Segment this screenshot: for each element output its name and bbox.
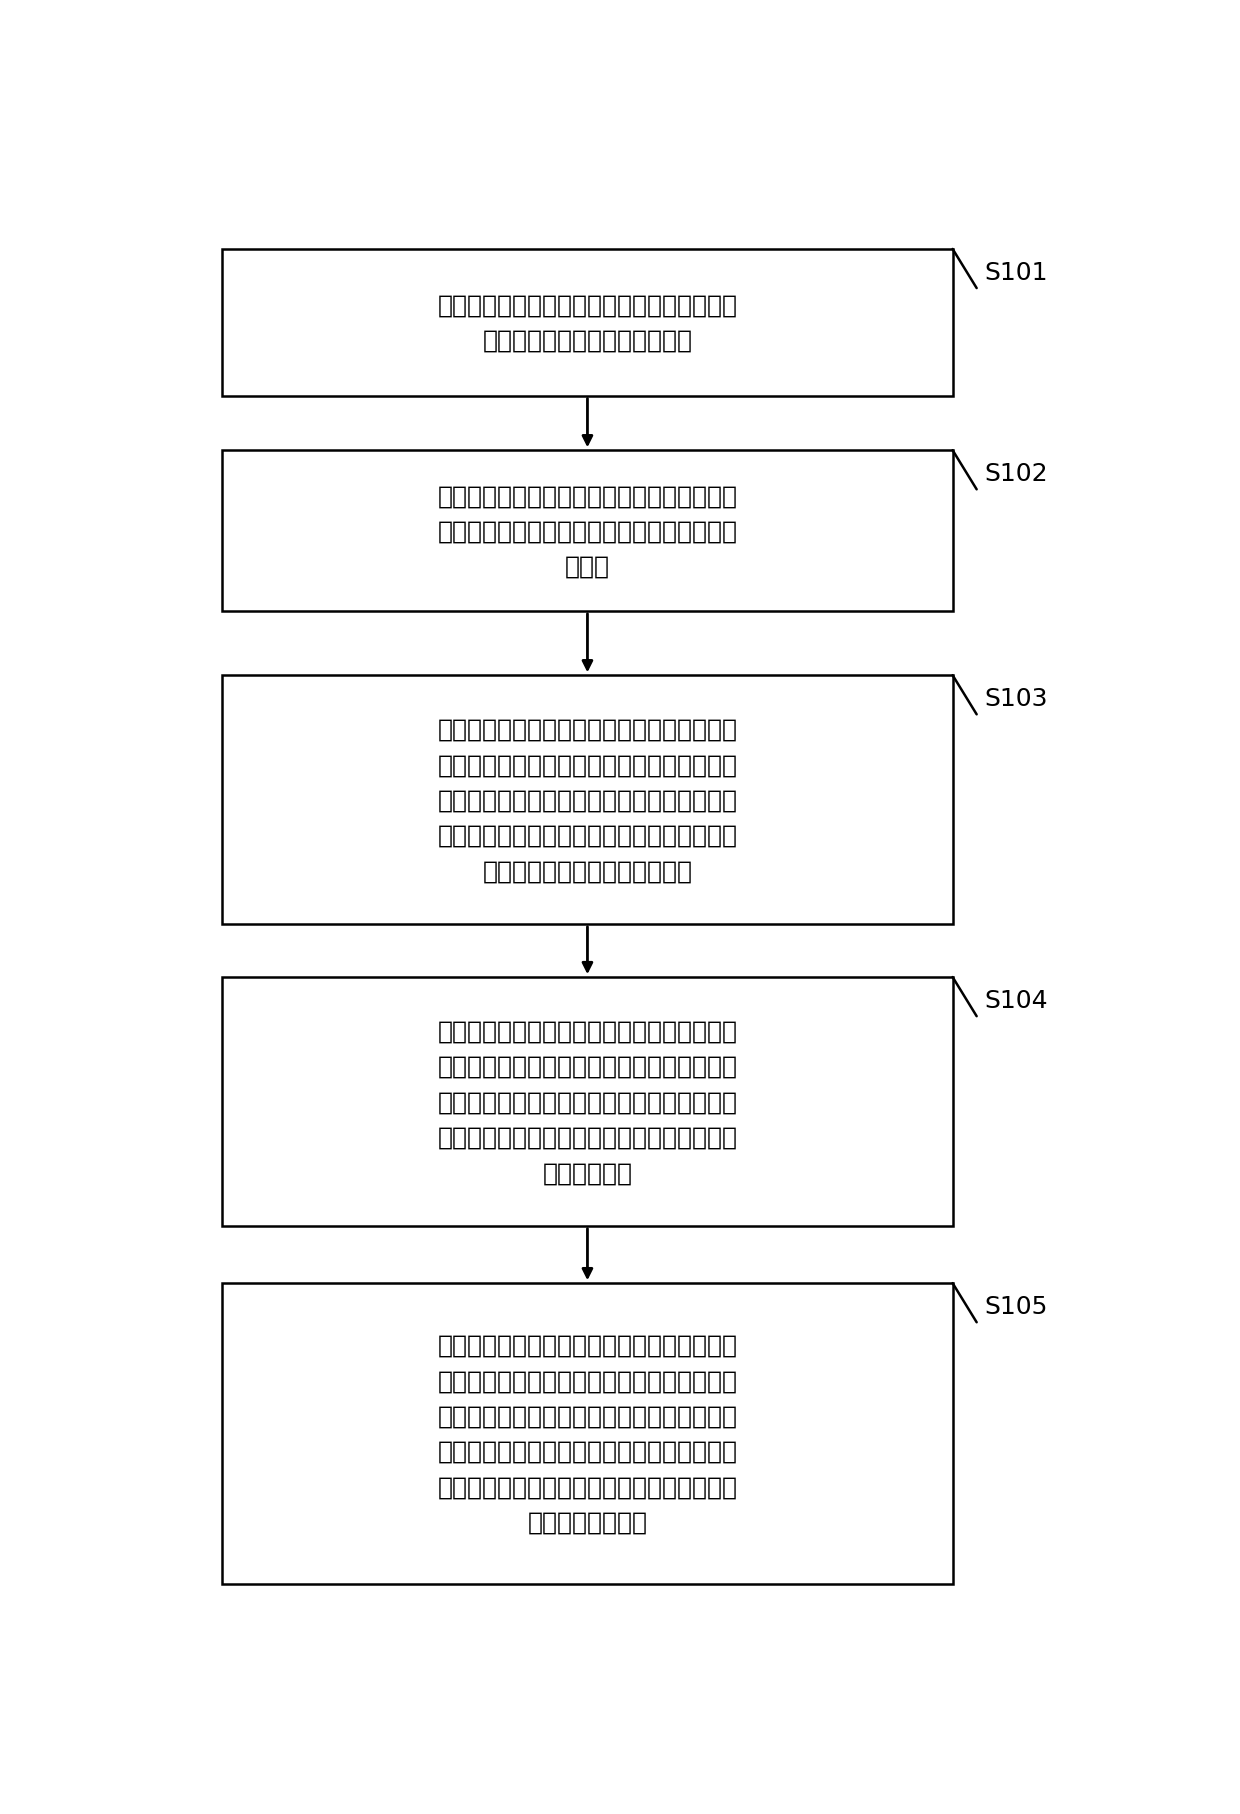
Text: S104: S104 <box>985 989 1048 1012</box>
Text: 当在所述智能数据库中查询到与所述加工状态
数据特征匹配的历史加工状态数据特征时，获
取与所述历史加工状态数据特征相应的加工质
量特征，以根据所述加工质量特征控制: 当在所述智能数据库中查询到与所述加工状态 数据特征匹配的历史加工状态数据特征时，… <box>438 1019 738 1185</box>
Text: 接收待监控的制造单元在当前加工过程中的至
少一项加工参数的加工状态数据: 接收待监控的制造单元在当前加工过程中的至 少一项加工参数的加工状态数据 <box>438 294 738 352</box>
Text: 将所述加工状态数据特征与智能数据库中存储
的历史加工状态数据特征进行匹配；其中，所
述智能数据库用于存储历史数据；每条历史数
据包括加工参数、与加工参数对应的历: 将所述加工状态数据特征与智能数据库中存储 的历史加工状态数据特征进行匹配；其中，… <box>438 717 738 883</box>
Bar <box>222 677 952 925</box>
Bar <box>222 452 952 611</box>
Bar <box>222 978 952 1226</box>
Bar <box>222 250 952 397</box>
Text: S102: S102 <box>985 463 1048 486</box>
Bar <box>222 1284 952 1584</box>
Text: 根据所述加工状态数据，计算所述制造单元在
当前时刻的与所述加工参数对应的加工状态数
据特征: 根据所述加工状态数据，计算所述制造单元在 当前时刻的与所述加工参数对应的加工状态… <box>438 484 738 579</box>
Text: S105: S105 <box>985 1295 1048 1319</box>
Text: S101: S101 <box>985 261 1048 285</box>
Text: 当未在所述智能数据库中找到与所述加工状态
数据特征匹配的历史加工状态数据特征时，获
取基于所述加工参数生成的工件的加工质量特
征，并根据所述加工参数、加工状态数: 当未在所述智能数据库中找到与所述加工状态 数据特征匹配的历史加工状态数据特征时，… <box>438 1333 738 1535</box>
Text: S103: S103 <box>985 688 1048 711</box>
